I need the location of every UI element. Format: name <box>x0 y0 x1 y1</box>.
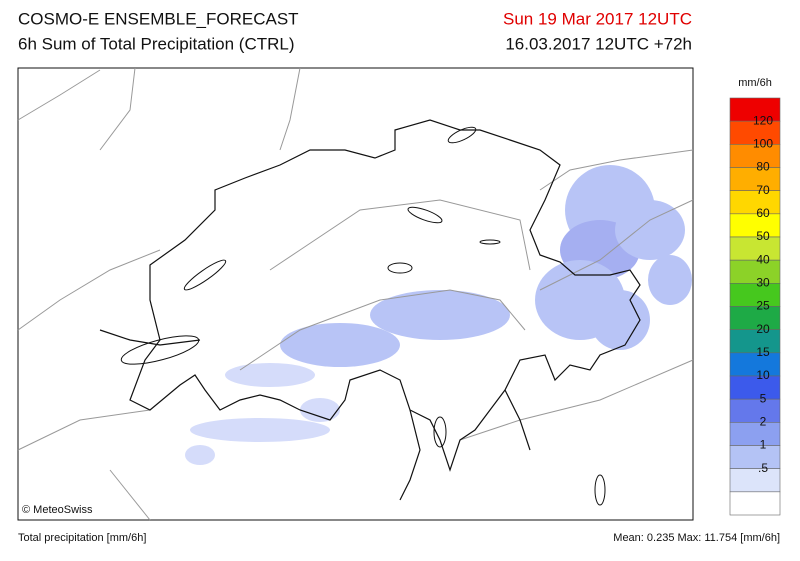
lakes <box>120 126 606 506</box>
legend-label: .5 <box>758 461 768 475</box>
product-subtitle: 6h Sum of Total Precipitation (CTRL) <box>18 34 295 53</box>
precipitation <box>185 165 692 465</box>
legend-swatch <box>729 259 781 284</box>
legend-label: 80 <box>756 160 770 174</box>
legend-label: 5 <box>760 391 767 405</box>
legend-swatch <box>729 236 781 261</box>
valid-time: Sun 19 Mar 2017 12UTC <box>503 9 692 28</box>
legend-label: 30 <box>756 276 770 290</box>
legend-label: 20 <box>756 322 770 336</box>
legend-swatch <box>729 167 781 191</box>
legend-swatch <box>729 422 781 446</box>
legend-label: 25 <box>756 299 770 313</box>
footer-stats: Mean: 0.235 Max: 11.754 [mm/6h] <box>613 532 780 544</box>
legend-swatch <box>729 306 781 330</box>
legend-label: 50 <box>756 229 770 243</box>
product-title: COSMO-E ENSEMBLE_FORECAST <box>18 9 299 28</box>
legend-label: 1 <box>760 438 767 452</box>
country-border <box>99 119 641 501</box>
legend-swatch <box>729 329 781 354</box>
legend-label: 70 <box>756 183 770 197</box>
legend-label: 40 <box>756 252 770 266</box>
map: © MeteoSwiss <box>17 67 694 521</box>
run-time: 16.03.2017 12UTC +72h <box>505 34 692 53</box>
legend-swatch <box>729 283 781 307</box>
legend-label: 100 <box>753 137 773 151</box>
legend-swatch <box>729 352 781 377</box>
legend-label: 15 <box>756 345 770 359</box>
legend-swatch <box>729 213 781 238</box>
legend-unit: mm/6h <box>738 77 772 89</box>
legend-swatch <box>729 468 781 493</box>
legend-label: 10 <box>756 368 770 382</box>
legend-swatch <box>729 398 781 423</box>
legend-label: 2 <box>760 415 767 429</box>
legend-label: 120 <box>753 113 773 127</box>
legend-swatch <box>729 190 781 215</box>
footer-variable: Total precipitation [mm/6h] <box>18 532 146 544</box>
admin-boundaries <box>17 67 694 521</box>
copyright: © MeteoSwiss <box>22 504 93 516</box>
legend-swatch <box>729 375 781 400</box>
legend-label: 60 <box>756 206 770 220</box>
legend: mm/6h 120 100 80 70 60 50 40 30 25 20 15 10 5 2 1 .5 <box>729 77 781 516</box>
legend-swatch <box>729 491 781 516</box>
legend-swatch <box>729 445 781 469</box>
